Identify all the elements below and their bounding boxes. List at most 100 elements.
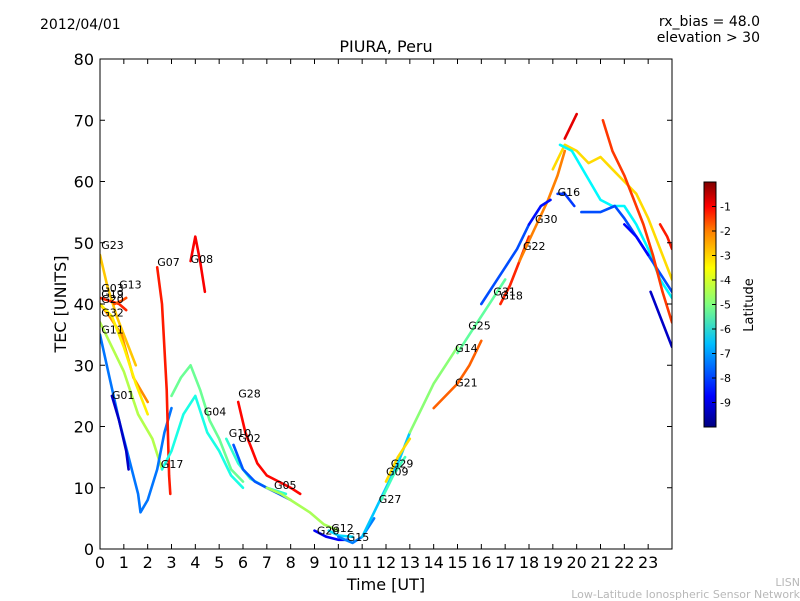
- x-tick-label: 13: [400, 553, 420, 572]
- x-tick-label: 20: [566, 553, 586, 572]
- series-g28: [236, 400, 302, 496]
- y-tick-label: 80: [74, 50, 94, 69]
- sat-label-g22: G22: [523, 240, 546, 253]
- y-axis: 0 10 20 30 40 50 60 70 80: [74, 50, 672, 559]
- y-axis-label: TEC [UNITS]: [51, 256, 70, 354]
- x-tick-label: 22: [614, 553, 634, 572]
- sat-label-g11: G11: [101, 323, 124, 336]
- y-tick-label: 10: [74, 479, 94, 498]
- y-tick-label: 40: [74, 295, 94, 314]
- credit-full: Low-Latitude Ionospheric Sensor Network: [571, 588, 800, 601]
- x-tick-label: 18: [519, 553, 539, 572]
- x-tick-label: 14: [423, 553, 443, 572]
- series-g15: [337, 517, 376, 545]
- x-tick-label: 17: [495, 553, 515, 572]
- sat-label-g32: G32: [101, 306, 124, 319]
- sat-label-g07: G07: [157, 256, 180, 269]
- sat-label-g23: G23: [101, 239, 124, 252]
- sat-label-g08: G08: [191, 253, 214, 266]
- credit-short: LISN: [775, 576, 800, 589]
- x-tick-label: 15: [447, 553, 467, 572]
- series-g30: [527, 198, 552, 226]
- x-tick-label: 0: [95, 553, 105, 572]
- sat-label-g10: G10: [229, 427, 252, 440]
- sat-label-g02: G02: [238, 432, 261, 445]
- sat-label-g13: G13: [119, 279, 142, 292]
- series-g35: [601, 119, 672, 324]
- colorbar-tick-label: -6: [720, 323, 731, 336]
- sat-label-g21: G21: [455, 377, 478, 390]
- series-g04: [170, 364, 245, 483]
- x-tick-label: 6: [238, 553, 248, 572]
- series-g09: [379, 455, 407, 502]
- series-g25: [456, 278, 507, 355]
- x-tick-label: 2: [143, 553, 153, 572]
- sat-label-g25: G25: [468, 320, 491, 333]
- sat-label-g05: G05: [274, 479, 297, 492]
- x-tick-label: 1: [119, 553, 129, 572]
- colorbar-tick-label: -3: [720, 250, 731, 263]
- series-g16: [556, 192, 576, 208]
- series-g24: [551, 143, 672, 281]
- series-g03: [100, 296, 128, 312]
- sat-label-g15: G15: [347, 531, 370, 544]
- sat-label-g12: G12: [331, 522, 354, 535]
- x-tick-label: 4: [190, 553, 200, 572]
- series-g23: [100, 253, 138, 367]
- elevation-label: elevation > 30: [656, 30, 760, 46]
- colorbar-tick-label: -4: [720, 274, 731, 287]
- x-tick-label: 3: [166, 553, 176, 572]
- series-g13: [113, 296, 128, 306]
- y-tick-label: 20: [74, 418, 94, 437]
- x-axis: 0 1 2 3 4 5 6 7 8 9 10 11 12 13 14 15 16 17 18 19 20 21 22 23: [95, 59, 658, 572]
- sat-label-g09: G09: [386, 466, 409, 479]
- y-tick-label: 70: [74, 111, 94, 130]
- x-tick-label: 7: [262, 553, 272, 572]
- series-g31: [480, 223, 531, 306]
- series-g33: [558, 143, 672, 300]
- series-g38: [658, 223, 672, 251]
- x-tick-label: 12: [376, 553, 396, 572]
- sat-label-g01: G01: [112, 389, 135, 402]
- colorbar-tick-label: -2: [720, 225, 731, 238]
- sat-label-g29: G29: [391, 458, 414, 471]
- colorbar-tick-label: -1: [720, 201, 731, 214]
- sat-label-g28: G28: [238, 388, 261, 401]
- sat-label-g03: G03: [101, 282, 124, 295]
- sat-label-g04: G04: [204, 406, 227, 419]
- sat-label-g17: G17: [161, 458, 184, 471]
- series-g20: [100, 302, 149, 416]
- series-g37: [623, 223, 650, 257]
- sat-label-g18: G18: [500, 290, 523, 303]
- series-g29: [384, 437, 412, 483]
- sat-label-g27: G27: [379, 493, 402, 506]
- x-tick-label: 19: [543, 553, 563, 572]
- series-g01: [110, 394, 130, 471]
- sat-label-g14: G14: [455, 342, 478, 355]
- sat-label-g19: G19: [101, 288, 124, 301]
- sat-label-g26: G26: [317, 524, 340, 537]
- plot-params: rx_bias = 48.0 elevation > 30: [657, 14, 760, 46]
- x-tick-label: 5: [214, 553, 224, 572]
- series-g32: [100, 321, 164, 471]
- x-axis-label: Time [UT]: [346, 575, 425, 594]
- x-tick-label: 11: [352, 553, 372, 572]
- rx-bias-label: rx_bias = 48.0: [658, 14, 760, 30]
- series-g07: [155, 266, 172, 496]
- series-g08: [189, 235, 207, 294]
- colorbar-tick-label: -9: [720, 397, 731, 410]
- x-tick-label: 10: [328, 553, 348, 572]
- y-tick-label: 0: [84, 540, 94, 559]
- x-tick-label: 16: [471, 553, 491, 572]
- x-tick-label: 21: [590, 553, 610, 572]
- x-tick-label: 23: [638, 553, 658, 572]
- sat-label-g30: G30: [535, 213, 558, 226]
- series-layer: [100, 112, 672, 545]
- series-g11: [100, 333, 173, 514]
- colorbar-tick-label: -8: [720, 372, 731, 385]
- y-tick-label: 30: [74, 356, 94, 375]
- series-g17: [160, 394, 245, 490]
- colorbar-tick-label: -5: [720, 299, 731, 312]
- series-g36: [649, 290, 672, 349]
